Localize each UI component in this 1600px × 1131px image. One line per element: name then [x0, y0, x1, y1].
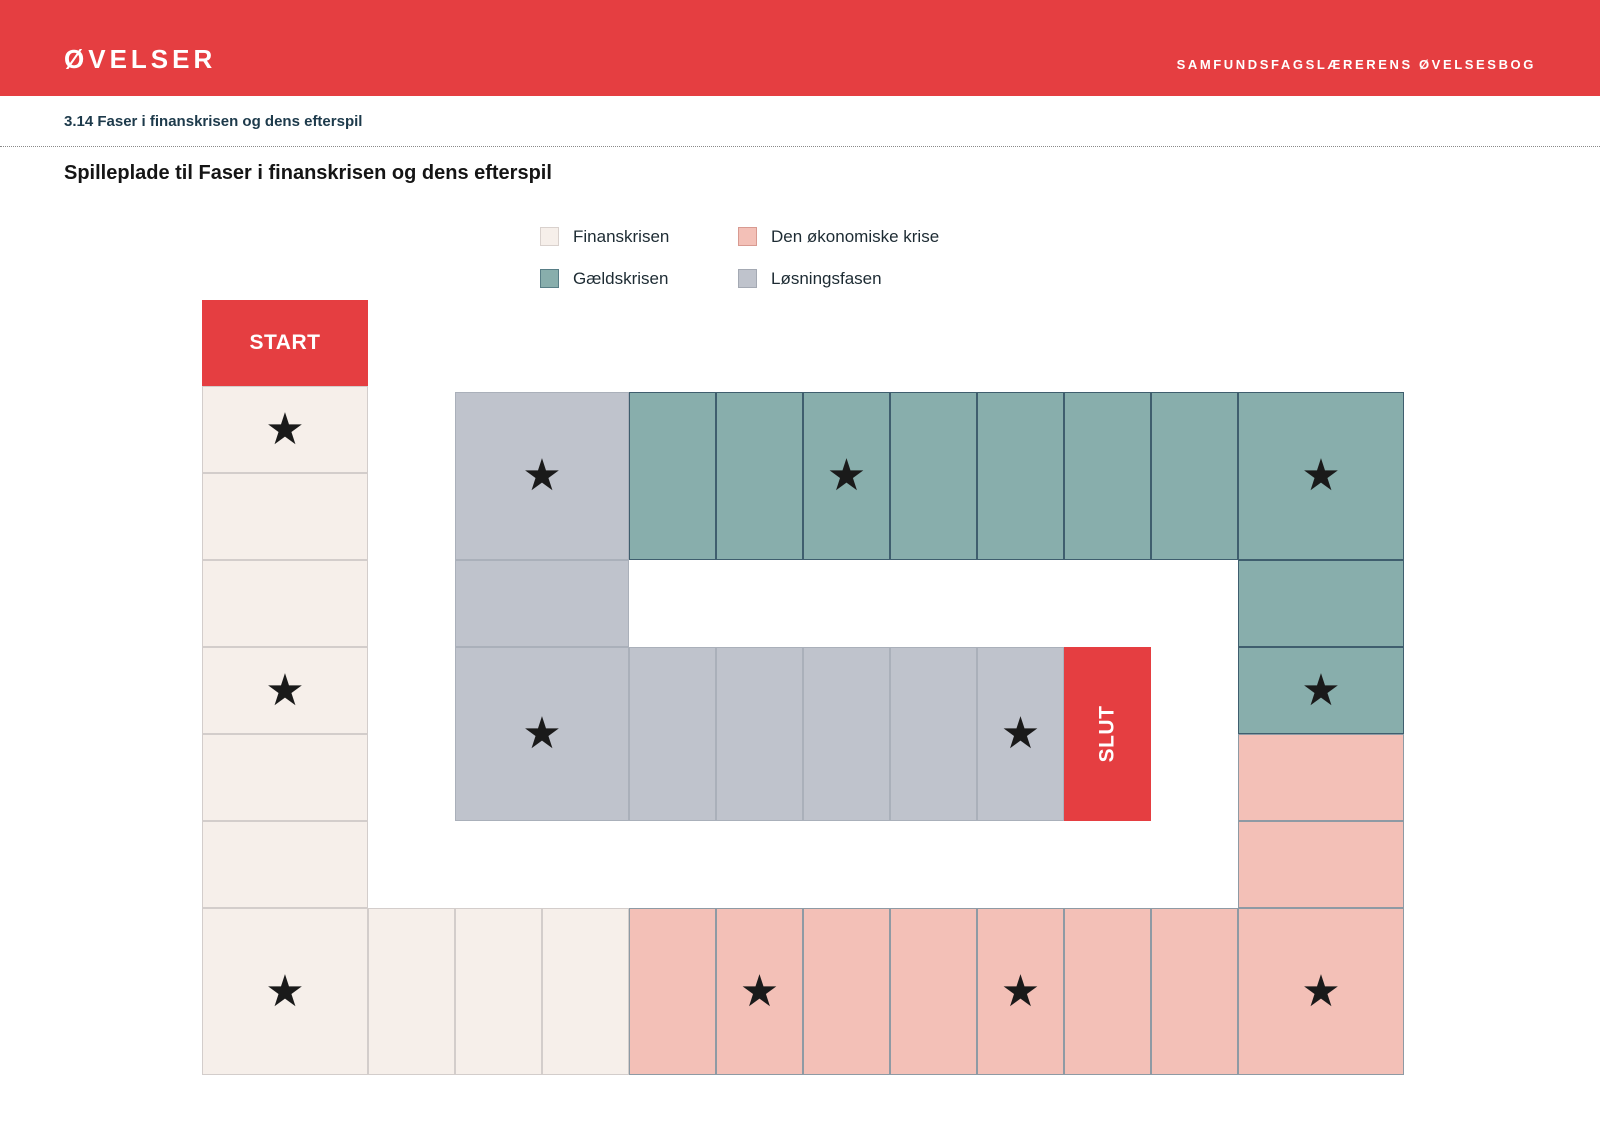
star-icon: ★ [265, 665, 305, 715]
board-field [629, 647, 716, 821]
section-title: 3.14 Faser i finanskrisen og dens efters… [64, 113, 363, 130]
board-field [803, 647, 890, 821]
board-field [1238, 734, 1404, 821]
star-icon: ★ [1301, 665, 1341, 715]
star-icon: ★ [265, 966, 305, 1016]
legend-label: Finanskrisen [573, 227, 670, 246]
board-field [1064, 908, 1151, 1075]
book-title: SAMFUNDSFAGSLÆRERENS ØVELSESBOG [1176, 57, 1536, 72]
board-field [202, 473, 368, 560]
board-field [455, 560, 629, 647]
board-field [1238, 821, 1404, 908]
board-field [977, 392, 1064, 560]
board-field: ★ [202, 647, 368, 734]
board-field [803, 908, 890, 1075]
board-field [1151, 908, 1238, 1075]
legend-swatch [738, 269, 757, 288]
end-label: SLUT [1095, 705, 1119, 763]
start-field: START [202, 300, 368, 386]
board-field: ★ [977, 908, 1064, 1075]
star-icon: ★ [1000, 966, 1041, 1016]
board-field: ★ [803, 392, 890, 560]
star-icon: ★ [1000, 709, 1041, 758]
board-field: ★ [977, 647, 1064, 821]
board-field [455, 908, 542, 1075]
board-field [716, 392, 803, 560]
board-field [368, 908, 455, 1075]
legend-swatch [738, 227, 757, 246]
legend-label: Den økonomiske krise [771, 227, 940, 246]
star-icon: ★ [1301, 966, 1341, 1016]
end-field: SLUT [1064, 647, 1151, 821]
header-bar: ØVELSER SAMFUNDSFAGSLÆRERENS ØVELSESBOG [0, 0, 1600, 96]
board-field [1064, 392, 1151, 560]
legend-swatch [540, 227, 559, 246]
board-field [890, 392, 977, 560]
start-label: START [249, 331, 321, 354]
star-icon: ★ [522, 709, 562, 758]
board-field [1238, 560, 1404, 647]
star-icon: ★ [265, 404, 305, 454]
star-icon: ★ [739, 966, 780, 1016]
dotted-divider [0, 146, 1600, 147]
board-field: ★ [202, 386, 368, 473]
board-field [716, 647, 803, 821]
board-field [890, 647, 977, 821]
page-title: Spilleplade til Faser i finanskrisen og … [64, 162, 552, 184]
board-field [202, 560, 368, 647]
star-icon: ★ [1301, 451, 1341, 500]
star-icon: ★ [826, 451, 867, 500]
legend-swatch [540, 269, 559, 288]
board-field [629, 908, 716, 1075]
legend-label: Gældskrisen [573, 269, 669, 288]
board-field: ★ [1238, 647, 1404, 734]
board-field [629, 392, 716, 560]
board-field [1151, 392, 1238, 560]
board-field [202, 734, 368, 821]
board-field [890, 908, 977, 1075]
board-field: ★ [455, 392, 629, 560]
board-field: ★ [202, 908, 368, 1075]
brand-title: ØVELSER [64, 44, 217, 74]
star-icon: ★ [522, 451, 562, 500]
board-field: ★ [716, 908, 803, 1075]
board-field: ★ [1238, 392, 1404, 560]
board-field [542, 908, 629, 1075]
legend-label: Løsningsfasen [771, 269, 882, 288]
board-field: ★ [455, 647, 629, 821]
board-field: ★ [1238, 908, 1404, 1075]
legend: Finanskrisen Den økonomiske krise Gældsk… [540, 226, 1000, 292]
board-field [202, 821, 368, 908]
